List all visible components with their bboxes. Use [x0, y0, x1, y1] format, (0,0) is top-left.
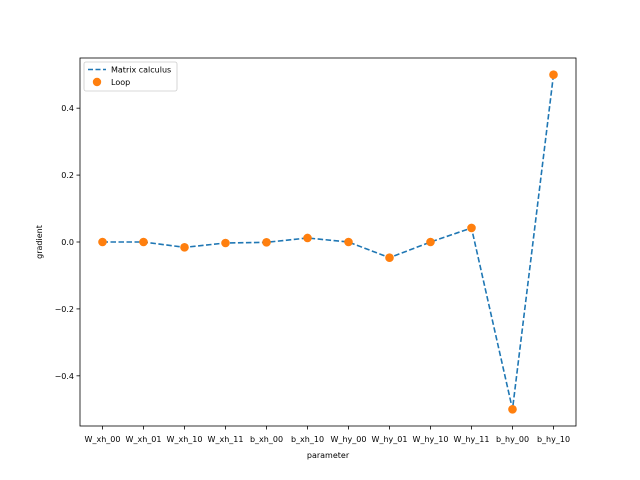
y-tick-label: −0.4 — [55, 372, 74, 381]
data-point-loop — [508, 404, 517, 414]
x-tick-label: W_xh_01 — [126, 435, 162, 444]
x-tick-label: W_hy_11 — [454, 435, 490, 444]
x-tick-label: b_xh_10 — [291, 435, 324, 444]
x-tick-label: b_hy_00 — [496, 435, 529, 444]
x-tick-label: W_xh_00 — [85, 435, 121, 444]
data-point-loop — [221, 238, 230, 248]
x-tick-label: W_hy_01 — [372, 435, 408, 444]
data-point-loop — [467, 223, 476, 233]
x-tick-label: W_xh_10 — [167, 435, 203, 444]
y-tick-label: 0.4 — [61, 104, 74, 113]
series-layer — [98, 70, 558, 414]
y-axis-label: gradient — [35, 225, 44, 259]
x-tick-label: W_xh_11 — [208, 435, 244, 444]
data-point-loop — [303, 233, 312, 243]
x-tick-label: b_xh_00 — [250, 435, 283, 444]
legend: Matrix calculus Loop — [83, 61, 178, 92]
data-point-loop — [426, 237, 435, 247]
x-axis-ticks: W_xh_00 W_xh_01 W_xh_10 W_xh_11 b_xh_00 b_xh_… — [85, 426, 570, 444]
legend-label-matrix-calculus: Matrix calculus — [111, 66, 171, 75]
y-axis-ticks: −0.4 −0.2 0.0 0.2 0.4 — [55, 104, 80, 381]
data-point-loop — [549, 70, 558, 80]
x-tick-label: W_hy_10 — [413, 435, 449, 444]
legend-marker-loop — [92, 77, 102, 87]
y-tick-label: 0.0 — [61, 238, 74, 247]
plot-area — [79, 57, 577, 427]
data-point-loop — [180, 243, 189, 252]
legend-box — [83, 61, 178, 92]
data-point-loop — [139, 237, 148, 247]
x-tick-label: b_hy_10 — [537, 435, 570, 444]
data-point-loop — [262, 238, 271, 247]
y-tick-label: −0.2 — [55, 305, 74, 314]
data-point-loop — [344, 237, 353, 247]
data-point-loop — [98, 237, 107, 247]
data-point-loop — [385, 253, 394, 263]
x-tick-label: W_hy_00 — [331, 435, 367, 444]
y-tick-label: 0.2 — [61, 171, 74, 180]
x-axis-label: parameter — [307, 451, 350, 460]
legend-label-loop: Loop — [111, 78, 130, 87]
series-line-matrix-calculus — [102, 74, 555, 410]
